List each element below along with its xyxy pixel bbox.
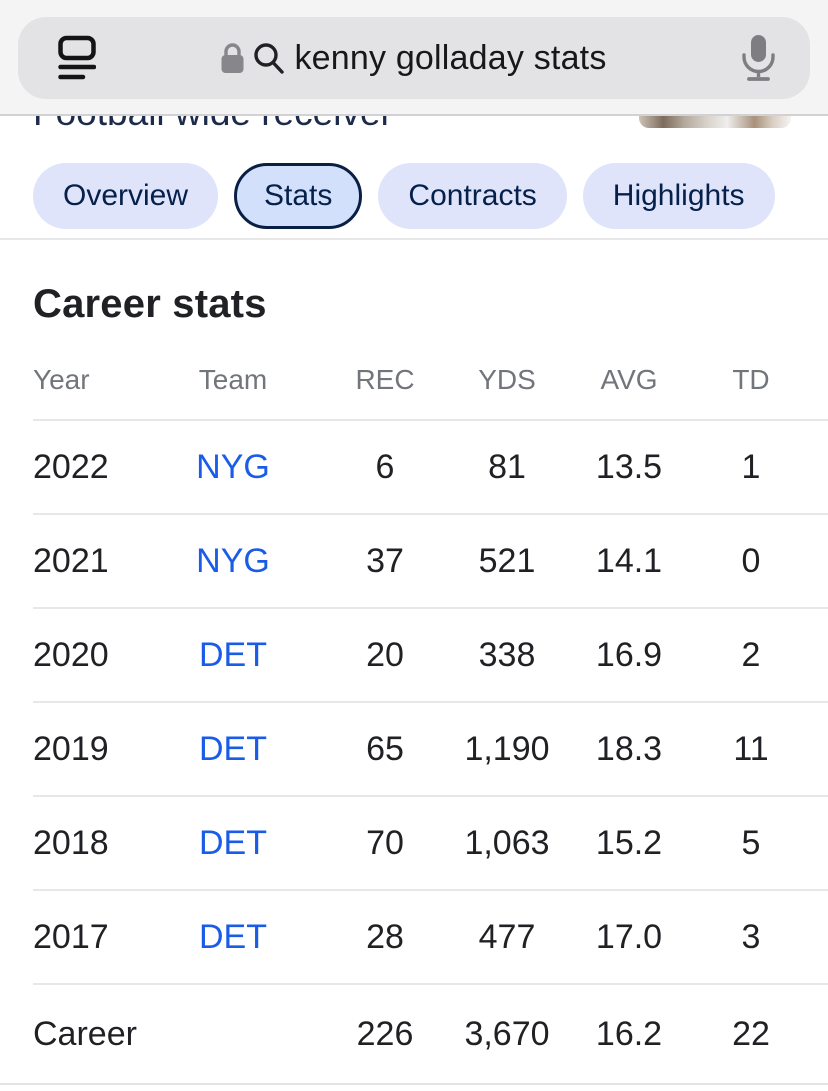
year-cell: 2018 — [33, 823, 109, 862]
col-header-avg: AVG — [600, 364, 658, 395]
yds-cell: 1,063 — [464, 823, 550, 862]
tab-overview[interactable]: Overview — [33, 163, 219, 229]
avg-cell: 15.2 — [595, 823, 663, 862]
rec-cell: 37 — [366, 541, 404, 580]
year-cell: 2020 — [33, 635, 109, 674]
lock-icon — [221, 42, 244, 74]
table-row: 2022 NYG 6 81 13.5 1 — [0, 421, 828, 513]
section-title: Career stats — [33, 282, 267, 326]
team-link[interactable]: NYG — [196, 541, 270, 580]
tab-contracts[interactable]: Contracts — [378, 163, 567, 229]
table-row: 2020 DET 20 338 16.9 2 — [0, 609, 828, 701]
table-header-row: Year Team REC YDS AVG TD — [0, 328, 828, 419]
rec-cell: 28 — [366, 917, 404, 956]
td-cell: 0 — [741, 541, 761, 580]
table-row: 2021 NYG 37 521 14.1 0 — [0, 515, 828, 607]
rec-total-cell: 226 — [356, 1014, 414, 1053]
team-link[interactable]: NYG — [196, 447, 270, 486]
avg-cell: 13.5 — [595, 447, 663, 486]
avg-cell: 14.1 — [595, 541, 663, 580]
year-cell: 2019 — [33, 729, 109, 768]
microphone-icon[interactable] — [728, 17, 788, 99]
table-footer-row: Career 226 3,670 16.2 22 — [0, 985, 828, 1083]
subtitle-clipped-region: Football wide receiver — [0, 116, 680, 136]
career-label: Career — [33, 1014, 137, 1053]
divider — [33, 983, 828, 985]
col-header-yds: YDS — [478, 364, 536, 395]
team-link[interactable]: DET — [199, 823, 267, 862]
divider — [33, 607, 828, 609]
col-header-td: TD — [732, 364, 770, 395]
table-row: 2017 DET 28 477 17.0 3 — [0, 891, 828, 983]
team-link[interactable]: DET — [199, 917, 267, 956]
search-icon — [253, 42, 285, 75]
avg-cell: 18.3 — [595, 729, 663, 768]
search-query-text: kenny golladay stats — [294, 38, 607, 77]
table-row: 2019 DET 65 1,190 18.3 11 — [0, 703, 828, 795]
td-cell: 2 — [741, 635, 761, 674]
reader-tabs-icon[interactable] — [42, 17, 112, 99]
col-header-year: Year — [33, 364, 90, 395]
yds-cell: 81 — [488, 447, 526, 486]
tab-chips: Overview Stats Contracts Highlights — [0, 163, 828, 229]
col-header-team: Team — [198, 364, 268, 395]
tab-stats[interactable]: Stats — [234, 163, 363, 229]
year-cell: 2022 — [33, 447, 109, 486]
col-header-rec: REC — [355, 364, 415, 395]
team-link[interactable]: DET — [199, 729, 267, 768]
avg-cell: 17.0 — [595, 917, 663, 956]
page-subtitle: Football wide receiver — [0, 116, 680, 136]
divider — [33, 419, 828, 421]
table-row: 2018 DET 70 1,063 15.2 5 — [0, 797, 828, 889]
td-cell: 5 — [741, 823, 761, 862]
search-query[interactable]: kenny golladay stats — [18, 17, 810, 99]
avg-cell: 16.9 — [595, 635, 663, 674]
yds-total-cell: 3,670 — [464, 1014, 550, 1053]
yds-cell: 1,190 — [464, 729, 550, 768]
td-total-cell: 22 — [732, 1014, 770, 1053]
avg-total-cell: 16.2 — [595, 1014, 663, 1053]
td-cell: 3 — [741, 917, 761, 956]
divider — [33, 795, 828, 797]
rec-cell: 6 — [375, 447, 395, 486]
rec-cell: 70 — [366, 823, 404, 862]
browser-chrome: kenny golladay stats — [0, 0, 828, 116]
year-cell: 2017 — [33, 917, 109, 956]
rec-cell: 20 — [366, 635, 404, 674]
divider — [33, 701, 828, 703]
yds-cell: 338 — [478, 635, 536, 674]
tab-highlights[interactable]: Highlights — [582, 163, 775, 229]
address-bar[interactable]: kenny golladay stats — [18, 17, 810, 99]
yds-cell: 521 — [478, 541, 536, 580]
divider — [33, 513, 828, 515]
td-cell: 11 — [733, 729, 769, 768]
divider — [33, 889, 828, 891]
career-stats-section: Career stats Year Team REC YDS AVG TD 20… — [0, 240, 828, 1085]
year-cell: 2021 — [33, 541, 109, 580]
profile-image[interactable] — [639, 116, 791, 128]
rec-cell: 65 — [366, 729, 404, 768]
td-cell: 1 — [741, 447, 761, 486]
yds-cell: 477 — [478, 917, 536, 956]
team-link[interactable]: DET — [199, 635, 267, 674]
divider — [0, 238, 828, 240]
divider — [0, 1083, 828, 1085]
